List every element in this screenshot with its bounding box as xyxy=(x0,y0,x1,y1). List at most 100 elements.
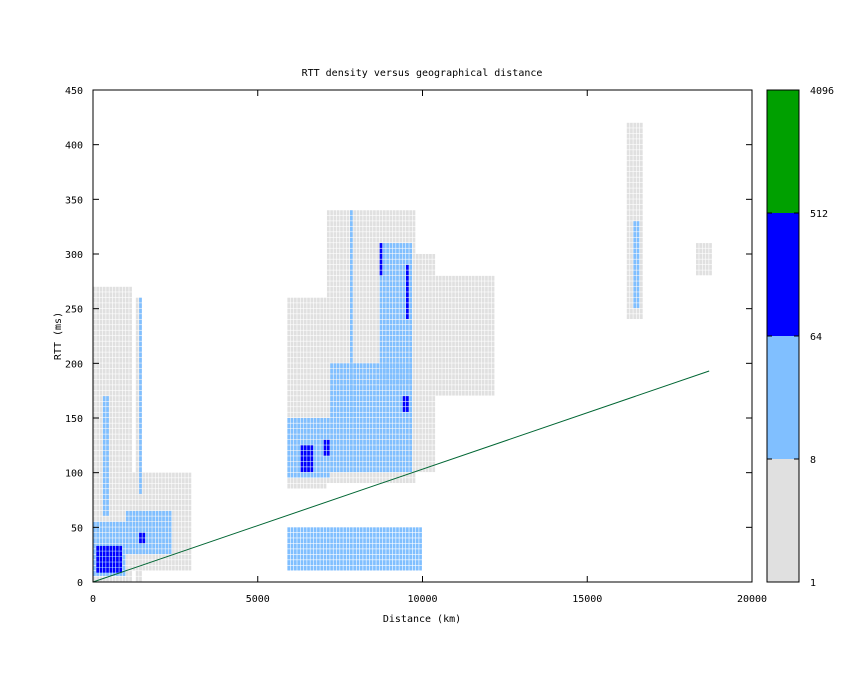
density-cell xyxy=(376,264,380,270)
density-cell xyxy=(93,549,96,555)
density-cell xyxy=(340,336,343,341)
density-cell xyxy=(93,521,96,527)
density-cell xyxy=(429,325,432,330)
density-cell xyxy=(626,122,630,128)
density-cell xyxy=(294,467,297,473)
density-cell xyxy=(412,346,416,352)
density-cell xyxy=(356,248,360,254)
density-cell xyxy=(112,341,116,347)
density-cell xyxy=(402,450,406,456)
density-cell xyxy=(317,407,320,412)
density-cell xyxy=(129,325,132,330)
density-cell xyxy=(633,188,637,194)
density-cell xyxy=(639,122,643,128)
density-cell xyxy=(112,330,116,336)
density-cell xyxy=(294,461,297,467)
density-cell xyxy=(455,297,459,303)
density-cell xyxy=(135,434,139,440)
density-cell xyxy=(135,330,139,336)
density-cell xyxy=(471,385,475,391)
density-cell xyxy=(369,210,373,216)
density-cell xyxy=(106,407,109,412)
density-cell xyxy=(320,390,324,396)
density-cell xyxy=(412,243,416,248)
density-cell xyxy=(109,314,113,319)
density-cell xyxy=(142,478,146,483)
density-cell xyxy=(356,456,360,462)
density-cell xyxy=(626,166,630,172)
density-cell xyxy=(158,521,162,527)
density-cell xyxy=(639,308,643,314)
density-cell xyxy=(396,210,399,216)
density-cell xyxy=(178,494,182,500)
density-cell xyxy=(188,560,192,565)
density-cell xyxy=(326,461,330,467)
density-cell xyxy=(323,483,327,489)
density-cell xyxy=(333,368,337,374)
density-cell xyxy=(399,374,403,380)
density-cell xyxy=(422,259,426,265)
density-cell xyxy=(346,428,350,434)
density-cell xyxy=(96,357,99,363)
density-cell xyxy=(359,445,363,451)
density-cell xyxy=(326,357,330,363)
density-cell xyxy=(419,450,422,456)
density-cell xyxy=(639,215,643,221)
density-cell xyxy=(102,445,106,451)
density-cell xyxy=(326,428,330,434)
density-cell xyxy=(415,286,419,292)
density-cell xyxy=(445,374,449,380)
density-cell xyxy=(363,461,366,467)
density-cell xyxy=(336,259,340,265)
density-cell xyxy=(106,456,109,462)
density-cell xyxy=(303,412,307,418)
density-cell xyxy=(326,254,330,259)
density-cell xyxy=(330,232,333,237)
density-cell xyxy=(402,303,406,309)
density-cell xyxy=(116,527,119,533)
density-cell xyxy=(386,210,389,216)
density-cell xyxy=(376,385,380,391)
density-cell xyxy=(409,461,413,467)
density-cell xyxy=(185,505,188,511)
density-cell xyxy=(376,275,380,281)
density-cell xyxy=(93,434,96,440)
density-cell xyxy=(422,368,426,374)
density-cell xyxy=(359,286,363,292)
density-cell xyxy=(155,554,159,560)
density-cell xyxy=(392,385,396,391)
density-cell xyxy=(112,303,116,309)
density-cell xyxy=(412,450,416,456)
density-cell xyxy=(307,423,310,429)
density-cell xyxy=(402,330,406,336)
density-cell xyxy=(99,428,103,434)
density-cell xyxy=(317,418,320,423)
density-cell xyxy=(353,478,357,483)
density-cell xyxy=(343,478,347,483)
density-cell xyxy=(356,412,360,418)
density-cell xyxy=(468,303,472,309)
density-cell xyxy=(389,396,393,401)
density-cell xyxy=(422,292,426,298)
density-cell xyxy=(702,270,706,276)
density-cell xyxy=(125,450,129,456)
density-cell xyxy=(129,510,132,516)
density-cell xyxy=(402,248,406,254)
density-cell xyxy=(152,510,156,516)
density-cell xyxy=(392,407,396,412)
density-cell xyxy=(109,286,113,292)
density-cell xyxy=(389,445,393,451)
density-cell xyxy=(409,363,413,369)
density-cell xyxy=(695,270,699,276)
density-cell xyxy=(399,243,403,248)
density-cell xyxy=(307,308,310,314)
density-cell xyxy=(425,423,429,429)
density-cell xyxy=(409,346,413,352)
density-cell xyxy=(458,379,462,385)
density-cell xyxy=(106,374,109,380)
density-cell xyxy=(145,554,149,560)
density-cell xyxy=(353,357,357,363)
density-cell xyxy=(448,275,452,281)
density-cell xyxy=(359,341,363,347)
density-cell xyxy=(330,254,333,259)
